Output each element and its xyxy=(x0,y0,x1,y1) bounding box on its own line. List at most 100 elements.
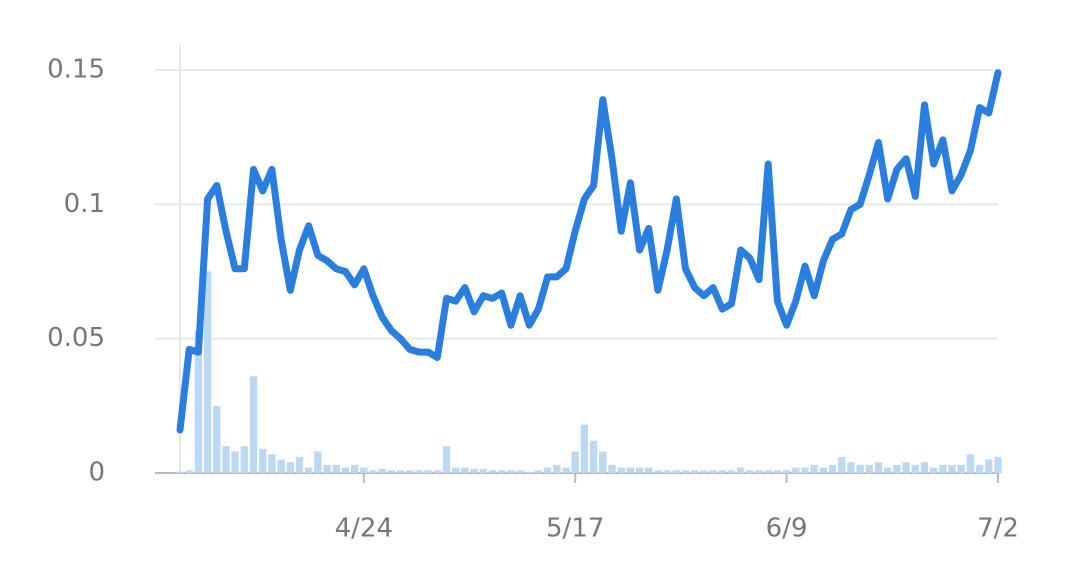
bar xyxy=(286,462,294,473)
bar xyxy=(461,467,469,473)
bar xyxy=(295,456,304,473)
bar xyxy=(920,462,929,473)
bar xyxy=(635,467,644,473)
bar xyxy=(185,470,193,473)
bar xyxy=(847,462,855,473)
bar xyxy=(360,467,368,473)
x-tick-label: 6/9 xyxy=(766,514,808,544)
bar xyxy=(222,446,230,473)
bar xyxy=(369,470,377,473)
bar xyxy=(617,467,625,473)
bar xyxy=(387,470,396,473)
bar xyxy=(948,464,956,473)
bar xyxy=(654,470,662,473)
bar xyxy=(314,451,322,473)
bar xyxy=(985,459,993,473)
bar xyxy=(792,467,800,473)
bar xyxy=(801,467,809,473)
bar xyxy=(442,446,451,473)
bar xyxy=(773,470,782,473)
bar xyxy=(727,470,736,473)
bar xyxy=(378,468,386,473)
bar xyxy=(534,470,543,473)
x-tick-label: 4/24 xyxy=(335,514,393,544)
bar xyxy=(240,446,249,473)
bar xyxy=(856,464,864,473)
bar xyxy=(736,467,745,473)
bar xyxy=(525,471,533,473)
bar xyxy=(350,464,359,473)
bar xyxy=(608,464,616,473)
bar xyxy=(884,467,892,473)
bar xyxy=(746,470,754,473)
x-tick-label: 7/2 xyxy=(977,514,1019,544)
bar xyxy=(259,448,267,473)
bar xyxy=(424,470,432,473)
bar xyxy=(874,462,883,473)
bar xyxy=(957,464,965,473)
bar xyxy=(626,467,635,473)
bar xyxy=(213,405,221,473)
bar xyxy=(902,462,910,473)
bar xyxy=(975,464,984,473)
bar xyxy=(755,470,763,473)
bar xyxy=(268,454,276,473)
bar xyxy=(709,470,717,473)
bar xyxy=(599,451,607,473)
y-tick-label: 0.15 xyxy=(47,55,105,85)
bar xyxy=(810,464,818,473)
bar xyxy=(828,464,837,473)
bar xyxy=(580,424,589,473)
bar xyxy=(718,470,726,473)
y-tick-label: 0 xyxy=(88,458,105,488)
y-tick-label: 0.05 xyxy=(47,323,105,353)
bar xyxy=(194,330,203,473)
bar xyxy=(323,464,331,473)
line xyxy=(176,69,1002,434)
bar xyxy=(782,470,791,473)
bar xyxy=(176,471,184,473)
bar xyxy=(433,470,442,473)
bar xyxy=(691,470,699,473)
bar xyxy=(396,470,405,473)
bar xyxy=(893,464,901,473)
bar xyxy=(341,467,350,473)
bar xyxy=(332,464,340,473)
bar xyxy=(994,456,1002,473)
bar xyxy=(488,470,497,473)
bar xyxy=(663,470,671,473)
bar xyxy=(203,271,212,473)
bar xyxy=(645,467,653,473)
bar xyxy=(507,470,515,473)
bar xyxy=(415,470,423,473)
bar xyxy=(672,470,680,473)
bar xyxy=(911,464,919,473)
bar xyxy=(966,454,975,473)
bar xyxy=(589,440,598,473)
y-tick-label: 0.1 xyxy=(64,189,105,219)
bar xyxy=(865,464,874,473)
bar xyxy=(452,467,460,473)
bar xyxy=(249,376,258,473)
bar xyxy=(764,470,772,473)
bar xyxy=(681,470,690,473)
bar xyxy=(562,467,570,473)
bar xyxy=(470,468,478,473)
bar xyxy=(700,470,708,473)
bar xyxy=(479,468,487,473)
bar xyxy=(553,464,561,473)
bar xyxy=(939,464,947,473)
bar xyxy=(231,451,239,473)
bar xyxy=(543,467,552,473)
bar xyxy=(516,470,524,473)
bar xyxy=(304,467,313,473)
bar xyxy=(819,467,828,473)
bar xyxy=(571,451,579,473)
bar xyxy=(277,459,285,473)
x-tick-label: 5/17 xyxy=(546,514,604,544)
bar xyxy=(498,470,506,473)
bar xyxy=(929,467,938,473)
bar xyxy=(838,456,846,473)
bar xyxy=(406,470,414,473)
